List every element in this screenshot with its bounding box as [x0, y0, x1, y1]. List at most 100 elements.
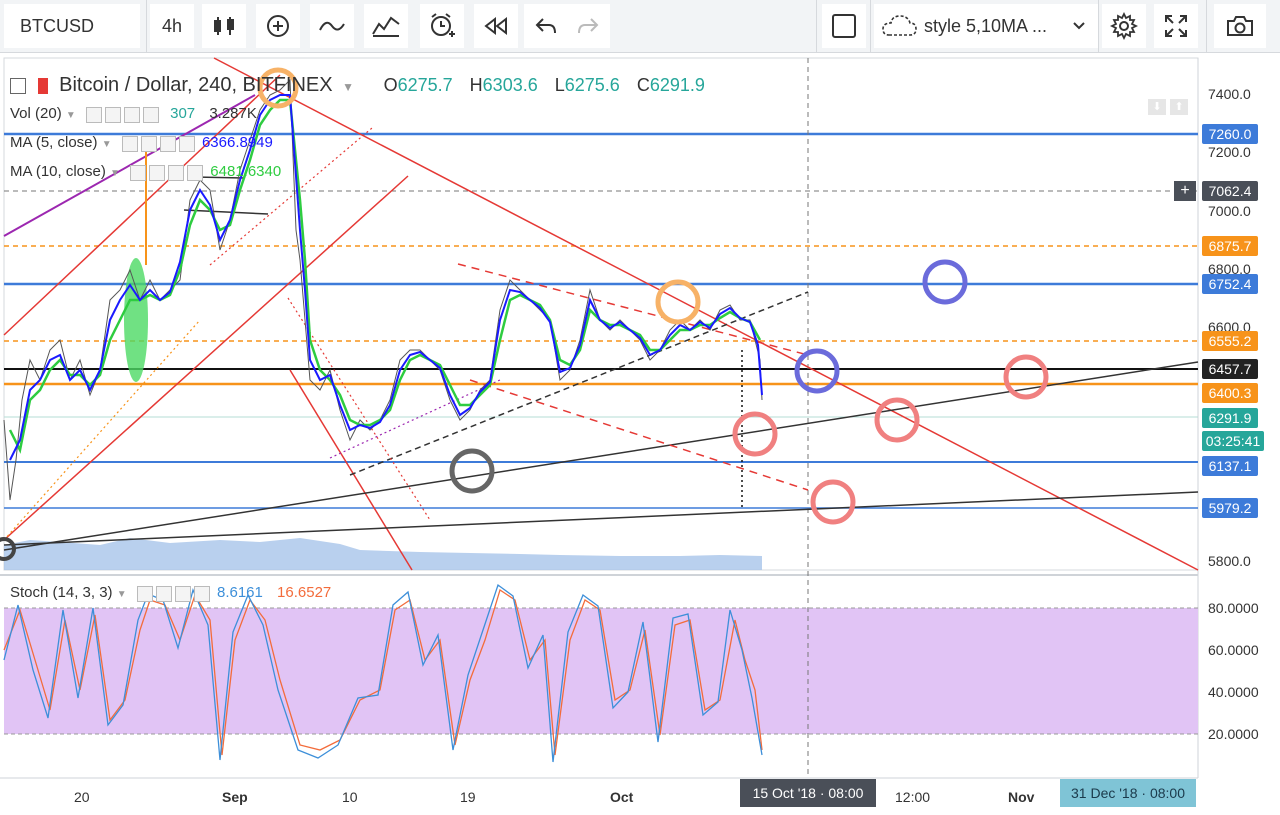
price-tag: 7260.0: [1202, 124, 1258, 144]
stoch-legend: Stoch (14, 3, 3) ▼ 8.6161 16.6527: [10, 584, 331, 602]
top-toolbar: BTCUSD 4h style 5,10MA ...: [0, 0, 1280, 53]
camera-icon[interactable]: [1214, 4, 1266, 48]
trendline-red-channel-top[interactable]: [3, 74, 281, 336]
ma5-legend: MA (5, close) ▼ 6366.8949: [10, 134, 273, 152]
vol-value: 307: [170, 105, 196, 122]
chevron-down-icon[interactable]: ▼: [116, 589, 127, 600]
settings-icon[interactable]: [1102, 4, 1146, 48]
high-label: H: [469, 75, 483, 95]
trendline-black-lower[interactable]: [3, 491, 1199, 546]
trendline-purple[interactable]: [3, 94, 256, 237]
stoch-k-line: [3, 583, 763, 763]
open-label: O: [383, 75, 398, 95]
time-tick: Nov: [1008, 789, 1035, 805]
trendline-black-upper[interactable]: [3, 361, 1199, 551]
trendline-purple-dotted[interactable]: [329, 379, 501, 459]
stoch-tick: 80.0000: [1208, 600, 1259, 616]
price-tick: 7200.0: [1208, 144, 1251, 160]
vol-value-2: 3.287K: [209, 105, 257, 122]
chevron-down-icon[interactable]: ▼: [110, 168, 120, 179]
short-black-line[interactable]: [183, 209, 269, 215]
price-series-line: [3, 78, 763, 501]
price-tag: 6752.4: [1202, 274, 1258, 294]
undo-icon[interactable]: [524, 4, 568, 48]
chart-style-button[interactable]: style 5,10MA ...: [874, 4, 1098, 48]
crosshair-plus-icon[interactable]: +: [1174, 181, 1196, 201]
stoch-tick: 40.0000: [1208, 684, 1259, 700]
time-tick: 20: [74, 789, 90, 805]
move-up-icon[interactable]: ⬆: [1170, 99, 1188, 115]
toolbar-divider: [1206, 0, 1207, 52]
chevron-down-icon[interactable]: ▼: [342, 80, 355, 94]
toolbar-divider: [870, 0, 871, 52]
red-circle-marker[interactable]: [874, 397, 920, 443]
main-legend: Bitcoin / Dollar, 240, BITFINEX ▼ O 6275.…: [10, 74, 705, 97]
low-value: 6275.6: [564, 75, 620, 95]
red-circle-marker[interactable]: [732, 411, 778, 457]
legend-collapse-icon[interactable]: [10, 77, 26, 94]
trendline-red-drop[interactable]: [289, 369, 413, 571]
trendline-red-dashed-1[interactable]: [457, 263, 809, 356]
trendline-orange-dotted[interactable]: [3, 319, 201, 541]
high-value: 6303.6: [482, 75, 538, 95]
time-tick: Sep: [222, 789, 248, 805]
gray-circle-marker[interactable]: [0, 537, 16, 561]
indicator-controls[interactable]: [85, 106, 162, 123]
blue-circle-marker[interactable]: [794, 348, 840, 394]
fullscreen-square-icon[interactable]: [822, 4, 866, 48]
price-tick: 6800.0: [1208, 261, 1251, 277]
trendline-red-dotted[interactable]: [287, 297, 431, 521]
candles-icon[interactable]: [202, 4, 246, 48]
orange-circle-marker[interactable]: [655, 279, 701, 325]
replay-icon[interactable]: [474, 4, 518, 48]
red-circle-marker[interactable]: [1003, 354, 1049, 400]
interval-button[interactable]: 4h: [150, 4, 194, 48]
stoch-label[interactable]: Stoch (14, 3, 3): [10, 584, 113, 601]
alert-icon[interactable]: [420, 4, 464, 48]
price-tick: 7400.0: [1208, 86, 1251, 102]
stoch-k-value: 8.6161: [216, 584, 263, 601]
move-down-icon[interactable]: ⬇: [1148, 99, 1166, 115]
expand-icon[interactable]: [1154, 4, 1198, 48]
red-circle-marker[interactable]: [810, 479, 856, 525]
indicator-controls[interactable]: [121, 135, 198, 152]
trendline-black-dashed[interactable]: [349, 291, 809, 476]
price-tag: 6400.3: [1202, 383, 1258, 403]
chevron-down-icon: [1072, 17, 1086, 38]
ma10-label[interactable]: MA (10, close): [10, 163, 106, 180]
trendline-red-channel-bottom[interactable]: [3, 175, 409, 541]
stoch-tick: 20.0000: [1208, 726, 1259, 742]
cloud-icon: [882, 15, 917, 36]
orange-circle-marker[interactable]: [257, 67, 299, 109]
pattern-icon[interactable]: [364, 4, 408, 48]
line-tool-icon[interactable]: [310, 4, 354, 48]
pane-controls[interactable]: ⬇ ⬆: [1148, 97, 1188, 115]
gray-circle-marker[interactable]: [449, 448, 495, 494]
price-tag: 6457.7: [1202, 359, 1258, 379]
volume-bars: [4, 538, 762, 570]
time-tick: 12:00: [895, 789, 931, 805]
price-tag: 6875.7: [1202, 236, 1258, 256]
add-indicator-icon[interactable]: [256, 4, 300, 48]
chevron-down-icon[interactable]: ▼: [101, 139, 112, 150]
vol-label[interactable]: Vol (20): [10, 105, 62, 122]
redo-icon[interactable]: [566, 4, 610, 48]
ma10-legend: MA (10, close) ▼ 6481.6340: [10, 163, 281, 181]
blue-circle-marker[interactable]: [922, 259, 968, 305]
stoch-tick: 60.0000: [1208, 642, 1259, 658]
ma10-value: 6481.6340: [210, 163, 282, 180]
chevron-down-icon[interactable]: ▼: [65, 110, 76, 121]
price-tag: 5979.2: [1202, 498, 1258, 518]
time-tick: Oct: [610, 789, 634, 805]
indicator-controls[interactable]: [136, 585, 213, 602]
chart-title[interactable]: Bitcoin / Dollar, 240, BITFINEX: [59, 74, 333, 96]
symbol-button[interactable]: BTCUSD: [4, 4, 140, 48]
trendline-red-dotted-2[interactable]: [209, 127, 373, 266]
ma5-line: [9, 94, 763, 461]
ma5-label[interactable]: MA (5, close): [10, 134, 98, 151]
green-ellipse-marker[interactable]: [124, 258, 148, 382]
trendline-red-dashed-2[interactable]: [469, 379, 809, 491]
trendline-red-main[interactable]: [213, 57, 1199, 571]
indicator-controls[interactable]: [130, 164, 206, 181]
